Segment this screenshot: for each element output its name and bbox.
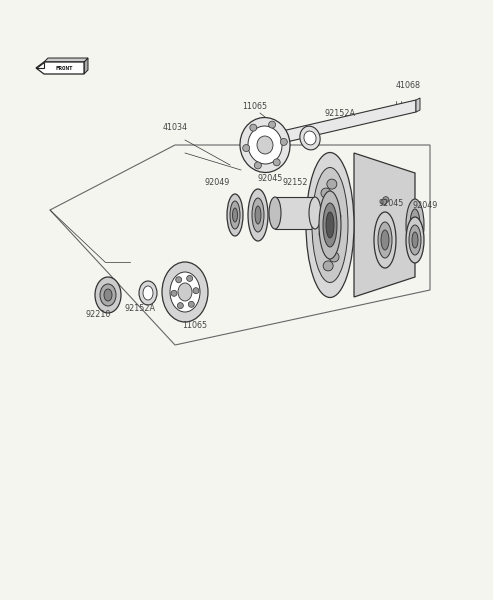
Circle shape <box>177 302 183 308</box>
Circle shape <box>383 197 389 203</box>
Ellipse shape <box>230 201 240 229</box>
Text: 92049: 92049 <box>205 178 230 187</box>
Ellipse shape <box>257 136 273 154</box>
Ellipse shape <box>104 289 112 301</box>
Circle shape <box>384 220 390 226</box>
Ellipse shape <box>139 281 157 305</box>
Ellipse shape <box>178 283 192 301</box>
Text: 92152: 92152 <box>282 178 308 187</box>
Circle shape <box>381 199 387 205</box>
Ellipse shape <box>95 277 121 313</box>
Polygon shape <box>44 58 88 62</box>
Circle shape <box>380 224 386 230</box>
Ellipse shape <box>323 203 337 247</box>
Ellipse shape <box>406 217 424 263</box>
Text: 92045: 92045 <box>257 174 282 183</box>
Ellipse shape <box>162 262 208 322</box>
Ellipse shape <box>248 126 282 164</box>
Text: 92049: 92049 <box>412 201 438 210</box>
Ellipse shape <box>406 199 424 251</box>
Polygon shape <box>84 58 88 74</box>
Text: 92210: 92210 <box>85 310 111 319</box>
Circle shape <box>321 188 331 198</box>
Ellipse shape <box>319 191 341 259</box>
Ellipse shape <box>170 272 200 312</box>
Polygon shape <box>36 62 84 74</box>
Ellipse shape <box>269 197 281 229</box>
Text: 92045: 92045 <box>378 199 404 208</box>
Circle shape <box>383 245 389 251</box>
Circle shape <box>254 162 261 169</box>
Circle shape <box>381 247 387 253</box>
Ellipse shape <box>252 198 264 232</box>
Circle shape <box>269 121 276 128</box>
Polygon shape <box>416 98 420 112</box>
Circle shape <box>329 252 339 262</box>
Ellipse shape <box>410 209 420 241</box>
Circle shape <box>188 301 194 307</box>
Text: 41034: 41034 <box>163 123 187 132</box>
Text: 92152A: 92152A <box>324 109 355 118</box>
Polygon shape <box>354 153 415 297</box>
Ellipse shape <box>412 232 418 248</box>
Ellipse shape <box>309 197 321 229</box>
Ellipse shape <box>227 194 243 236</box>
Text: 11065: 11065 <box>243 102 268 111</box>
Ellipse shape <box>240 118 290 172</box>
Ellipse shape <box>312 167 348 283</box>
Text: 11065: 11065 <box>182 321 208 330</box>
Circle shape <box>193 287 199 293</box>
Circle shape <box>327 179 337 189</box>
Circle shape <box>319 229 329 239</box>
Text: 41068: 41068 <box>395 81 421 90</box>
Polygon shape <box>252 100 416 150</box>
Ellipse shape <box>100 284 116 306</box>
Circle shape <box>250 124 257 131</box>
Circle shape <box>187 275 193 281</box>
Circle shape <box>281 139 287 145</box>
Circle shape <box>243 145 249 152</box>
Ellipse shape <box>233 208 238 222</box>
Ellipse shape <box>374 212 396 268</box>
Ellipse shape <box>326 212 334 238</box>
Circle shape <box>171 290 177 296</box>
Circle shape <box>176 277 182 283</box>
Ellipse shape <box>304 131 316 145</box>
Ellipse shape <box>300 126 320 150</box>
Circle shape <box>331 211 341 221</box>
Text: FRONT: FRONT <box>55 65 73 70</box>
Circle shape <box>273 159 280 166</box>
Ellipse shape <box>378 222 392 258</box>
Ellipse shape <box>306 152 354 298</box>
Polygon shape <box>36 62 44 68</box>
Circle shape <box>323 261 333 271</box>
Polygon shape <box>275 197 315 229</box>
Text: 92152A: 92152A <box>125 304 155 313</box>
Ellipse shape <box>143 286 153 300</box>
Ellipse shape <box>248 189 268 241</box>
Ellipse shape <box>381 230 389 250</box>
Ellipse shape <box>409 225 421 255</box>
Ellipse shape <box>255 206 261 224</box>
